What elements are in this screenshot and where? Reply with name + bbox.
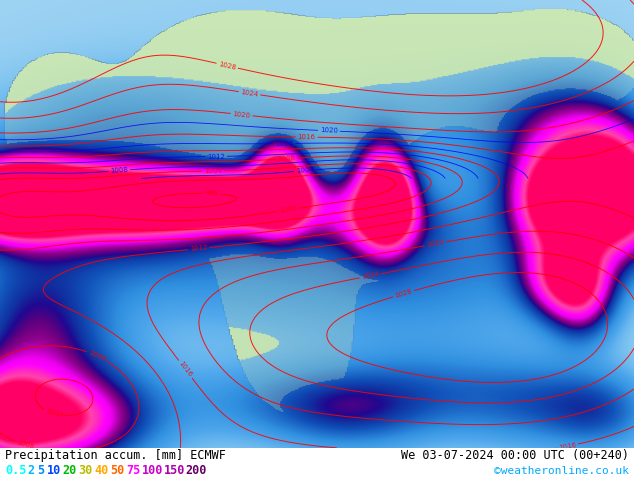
- Text: 1008: 1008: [277, 155, 295, 162]
- Text: 1028: 1028: [394, 288, 413, 299]
- Text: 10: 10: [47, 464, 61, 477]
- Text: 1028: 1028: [218, 61, 236, 71]
- Text: 1020: 1020: [232, 111, 250, 119]
- Text: 1004: 1004: [295, 167, 314, 174]
- Text: 996: 996: [204, 190, 218, 197]
- Text: 1024: 1024: [361, 271, 380, 280]
- Text: 0.5: 0.5: [5, 464, 27, 477]
- Text: 2: 2: [27, 464, 34, 477]
- Text: 150: 150: [164, 464, 185, 477]
- Text: 5: 5: [37, 464, 44, 477]
- Text: 30: 30: [78, 464, 93, 477]
- Text: 75: 75: [126, 464, 140, 477]
- Text: 200: 200: [185, 464, 207, 477]
- Text: 1004: 1004: [44, 409, 63, 419]
- Text: 1004: 1004: [204, 168, 222, 174]
- Text: We 03-07-2024 00:00 UTC (00+240): We 03-07-2024 00:00 UTC (00+240): [401, 449, 629, 462]
- Text: 50: 50: [110, 464, 124, 477]
- Text: 20: 20: [62, 464, 77, 477]
- Text: 1008: 1008: [110, 167, 128, 174]
- Text: 40: 40: [94, 464, 108, 477]
- Text: 100: 100: [141, 464, 163, 477]
- Text: 1016: 1016: [275, 141, 294, 147]
- Text: 1008: 1008: [87, 349, 107, 363]
- Text: 1020: 1020: [426, 239, 444, 248]
- Text: 1012: 1012: [207, 153, 225, 160]
- Text: 1020: 1020: [320, 127, 338, 134]
- Text: 1016: 1016: [178, 360, 193, 378]
- Text: 1012: 1012: [190, 245, 208, 252]
- Text: 1016: 1016: [558, 441, 577, 451]
- Text: 1008: 1008: [16, 440, 35, 450]
- Text: ©weatheronline.co.uk: ©weatheronline.co.uk: [494, 466, 629, 476]
- Text: 1000: 1000: [278, 205, 297, 214]
- Text: 1024: 1024: [240, 89, 259, 98]
- Text: Precipitation accum. [mm] ECMWF: Precipitation accum. [mm] ECMWF: [5, 449, 226, 462]
- Text: 1016: 1016: [297, 134, 316, 140]
